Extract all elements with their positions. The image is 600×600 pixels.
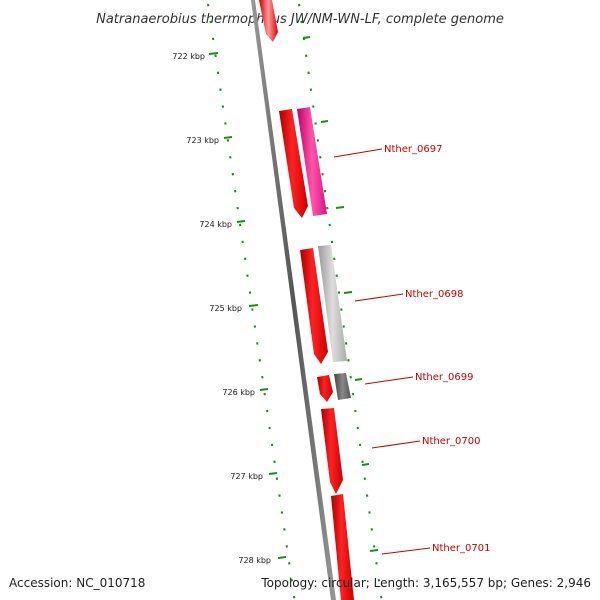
gene-label-nther-0699[interactable]: Nther_0699 [364, 372, 473, 385]
map-title: Natranaerobius thermophilus JW/NM-WN-LF,… [96, 12, 504, 27]
gene-label-text[interactable]: Nther_0701 [432, 543, 490, 554]
cds-arrow-4 [321, 408, 343, 494]
gene-label-nther-0698[interactable]: Nther_0698 [354, 289, 463, 302]
inner-dotted-ring [207, 3, 296, 599]
tick-722kbp: 722 kbp [172, 52, 219, 61]
tick-label: 726 kbp [222, 388, 255, 397]
tick-label: 722 kbp [172, 52, 205, 61]
gene-label-nther-0697[interactable]: Nther_0697 [333, 144, 442, 158]
outer-dotted-ring [298, 3, 383, 599]
genome-backbone [251, 0, 336, 600]
cds-arrow-2 [300, 248, 328, 364]
tick-label: 728 kbp [238, 556, 271, 565]
cds-arrow-1 [279, 109, 308, 218]
feature-pink [297, 107, 327, 216]
cds-arrow-5 [331, 494, 354, 600]
feature-light-gray [318, 245, 347, 362]
tick-728kbp: 728 kbp [238, 556, 287, 565]
tick-725kbp: 725 kbp [209, 304, 259, 313]
tick-726kbp: 726 kbp [222, 388, 269, 397]
feature-dark-gray [334, 373, 351, 400]
accession-text: Accession: NC_010718 [9, 576, 145, 590]
gene-label-text[interactable]: Nther_0700 [422, 436, 480, 447]
genome-stats-text: Topology: circular; Length: 3,165,557 bp… [260, 576, 591, 590]
tick-label: 723 kbp [186, 136, 219, 145]
gene-label-nther-0701[interactable]: Nther_0701 [381, 543, 490, 555]
tick-723kbp: 723 kbp [186, 136, 233, 145]
tick-label: 724 kbp [199, 220, 232, 229]
tick-label: 727 kbp [230, 472, 263, 481]
cds-arrow-top [259, 0, 278, 42]
gene-label-nther-0700[interactable]: Nther_0700 [371, 436, 480, 449]
scale-ticks: 722 kbp 723 kbp 724 kbp 725 kbp 726 kbp … [172, 52, 287, 565]
gene-label-text[interactable]: Nther_0697 [384, 144, 442, 155]
tick-724kbp: 724 kbp [199, 220, 246, 229]
outer-ring-markers [302, 36, 379, 552]
gene-label-text[interactable]: Nther_0699 [415, 372, 473, 383]
tick-727kbp: 727 kbp [230, 472, 278, 481]
gene-label-text[interactable]: Nther_0698 [405, 289, 463, 300]
cds-arrow-3 [317, 375, 333, 402]
tick-label: 725 kbp [209, 304, 242, 313]
